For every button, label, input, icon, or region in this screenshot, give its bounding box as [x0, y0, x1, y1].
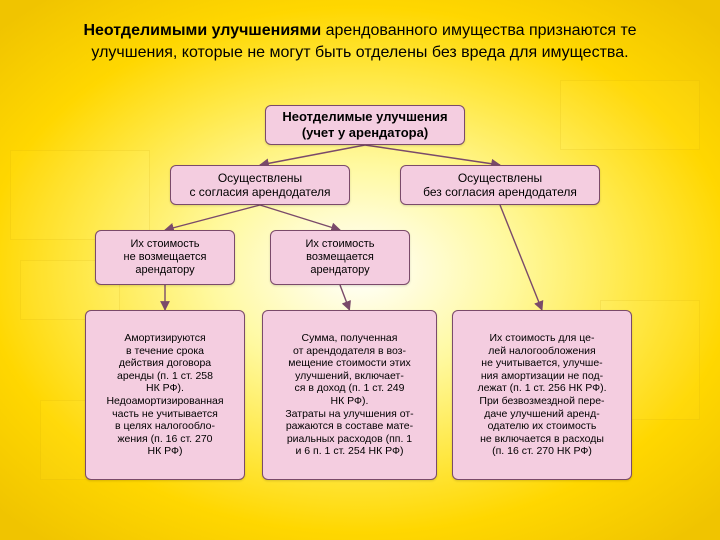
flowchart: Неотделимые улучшения(учет у арендатора)…: [0, 105, 720, 535]
node-root: Неотделимые улучшения(учет у арендатора): [265, 105, 465, 145]
node-d1: Амортизируютсяв течение срокадействия до…: [85, 310, 245, 480]
intro-bold: Неотделимыми улучшениями: [83, 22, 321, 39]
node-d3: Их стоимость для це-лей налогообложениян…: [452, 310, 632, 480]
node-l1: Их стоимостьне возмещаетсяарендатору: [95, 230, 235, 285]
edge-root-b1: [260, 145, 365, 165]
node-l2: Их стоимостьвозмещаетсяарендатору: [270, 230, 410, 285]
edge-b1-l2: [260, 205, 340, 230]
edge-b1-l1: [165, 205, 260, 230]
node-label: Осуществленыбез согласия арендодателя: [423, 171, 577, 200]
node-b1: Осуществленыс согласия арендодателя: [170, 165, 350, 205]
edge-root-b2: [365, 145, 500, 165]
edge-l2-d2: [340, 285, 350, 310]
node-label: Амортизируютсяв течение срокадействия до…: [106, 332, 223, 458]
intro-paragraph: Неотделимыми улучшениями арендованного и…: [60, 20, 660, 63]
node-label: Их стоимостьне возмещаетсяарендатору: [124, 238, 207, 278]
node-label: Их стоимостьвозмещаетсяарендатору: [305, 238, 374, 278]
node-d2: Сумма, полученнаяот арендодателя в воз-м…: [262, 310, 437, 480]
node-label: Сумма, полученнаяот арендодателя в воз-м…: [285, 332, 413, 458]
node-label: Их стоимость для це-лей налогообложениян…: [477, 332, 606, 458]
node-b2: Осуществленыбез согласия арендодателя: [400, 165, 600, 205]
node-label: Неотделимые улучшения(учет у арендатора): [282, 109, 447, 140]
edge-b2-d3: [500, 205, 542, 310]
node-label: Осуществленыс согласия арендодателя: [189, 171, 330, 200]
